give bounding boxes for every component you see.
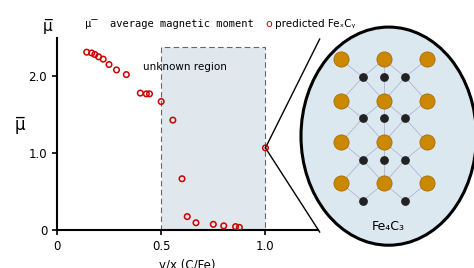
- Point: [359, 199, 366, 203]
- Point: [423, 181, 430, 185]
- Point: [380, 158, 388, 162]
- Point: [143, 92, 150, 96]
- Point: [146, 92, 153, 96]
- Point: [401, 116, 409, 121]
- Point: [105, 62, 113, 67]
- Point: [337, 181, 345, 185]
- Point: [91, 52, 99, 57]
- Point: [401, 75, 409, 79]
- Point: [380, 181, 388, 185]
- Point: [380, 57, 388, 62]
- Point: [137, 91, 144, 95]
- Point: [337, 57, 345, 62]
- Point: [423, 57, 430, 62]
- Point: [113, 68, 120, 72]
- Point: [183, 214, 191, 219]
- Point: [220, 224, 228, 228]
- Ellipse shape: [301, 27, 474, 245]
- Point: [423, 99, 430, 103]
- Point: [169, 118, 177, 122]
- Point: [423, 140, 430, 144]
- Point: [401, 158, 409, 162]
- Point: [95, 55, 102, 59]
- Point: [88, 51, 95, 55]
- Point: [157, 99, 165, 104]
- Point: [380, 116, 388, 121]
- Point: [236, 225, 243, 229]
- X-axis label: y/x (C/Fe): y/x (C/Fe): [159, 259, 216, 268]
- Point: [359, 75, 366, 79]
- Point: [83, 50, 91, 54]
- Text: Fe₄C₃: Fe₄C₃: [372, 221, 405, 233]
- Text: µ̅  average magnetic moment: µ̅ average magnetic moment: [85, 19, 254, 29]
- Point: [337, 140, 345, 144]
- Point: [359, 116, 366, 121]
- Text: µ̅: µ̅: [43, 19, 52, 34]
- Point: [380, 99, 388, 103]
- Point: [380, 75, 388, 79]
- Point: [401, 199, 409, 203]
- Point: [359, 158, 366, 162]
- Point: [337, 99, 345, 103]
- Point: [262, 146, 269, 150]
- Point: [210, 222, 217, 226]
- Text: unknown region: unknown region: [143, 62, 227, 72]
- Bar: [161, 47, 265, 230]
- Point: [192, 221, 200, 225]
- Point: [232, 225, 239, 229]
- Text: predicted FeₓCᵧ: predicted FeₓCᵧ: [275, 19, 356, 29]
- Text: o: o: [265, 19, 272, 29]
- Point: [380, 140, 388, 144]
- Point: [178, 177, 186, 181]
- Point: [123, 72, 130, 77]
- Y-axis label: µ̅: µ̅: [15, 116, 26, 134]
- Point: [100, 57, 107, 61]
